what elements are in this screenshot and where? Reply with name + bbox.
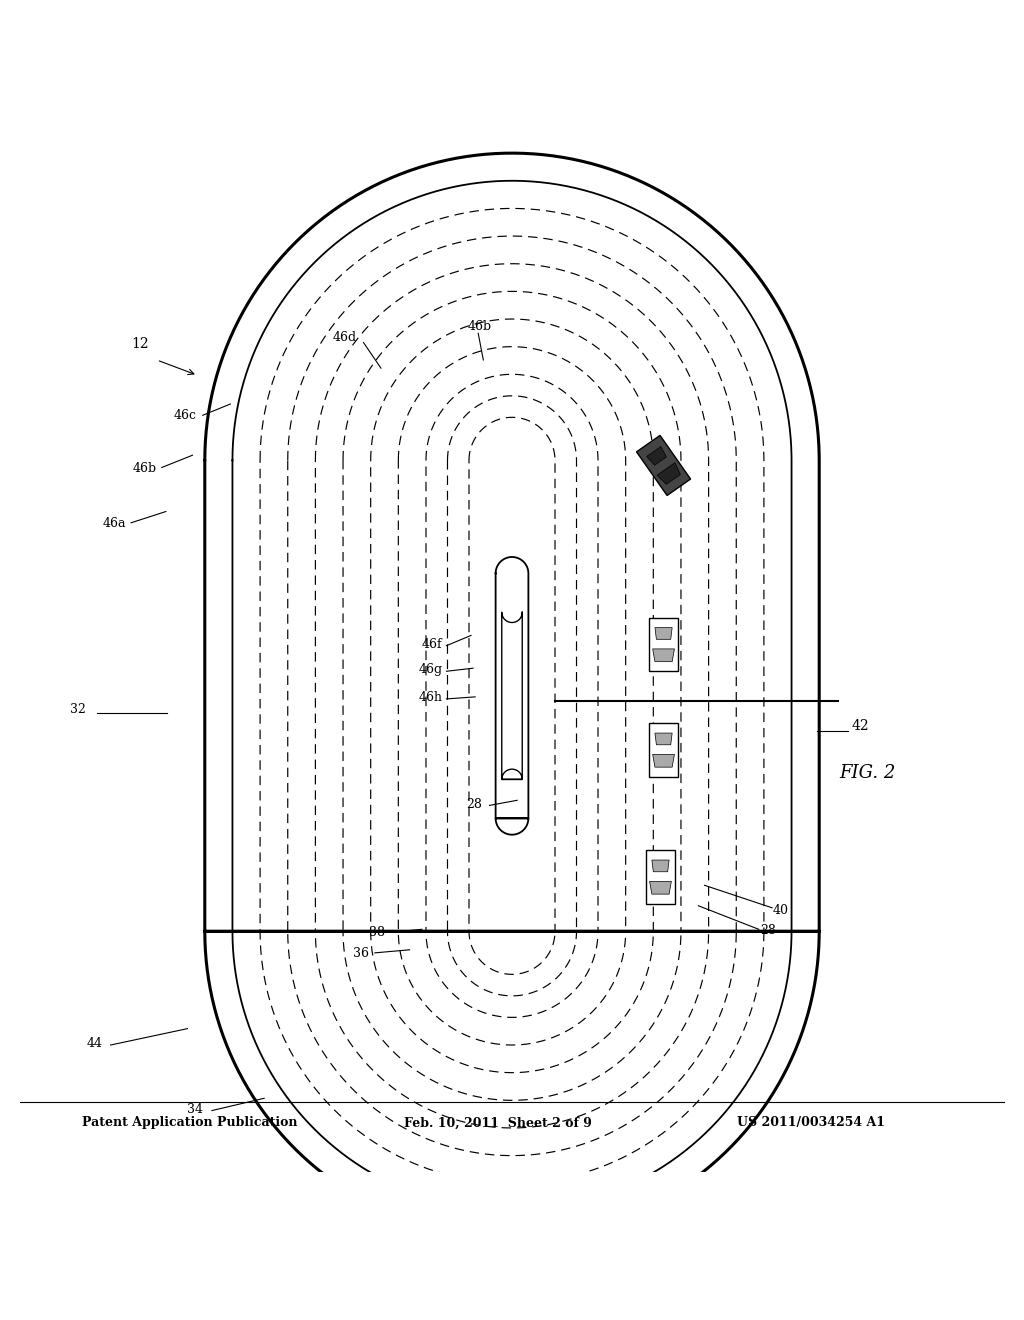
Text: 40: 40 bbox=[773, 904, 790, 917]
Text: 12: 12 bbox=[131, 337, 148, 351]
Polygon shape bbox=[637, 436, 690, 495]
Text: Feb. 10, 2011  Sheet 2 of 9: Feb. 10, 2011 Sheet 2 of 9 bbox=[404, 1117, 592, 1130]
Polygon shape bbox=[646, 850, 675, 904]
Text: 38: 38 bbox=[369, 927, 385, 940]
Polygon shape bbox=[655, 733, 672, 744]
Polygon shape bbox=[652, 649, 675, 661]
Text: 36: 36 bbox=[353, 946, 370, 960]
Text: US 2011/0034254 A1: US 2011/0034254 A1 bbox=[737, 1117, 886, 1130]
Polygon shape bbox=[652, 861, 669, 871]
Polygon shape bbox=[647, 446, 667, 465]
Polygon shape bbox=[649, 723, 678, 776]
Text: 46g: 46g bbox=[418, 664, 442, 676]
Text: 28: 28 bbox=[760, 924, 776, 937]
Text: 46h: 46h bbox=[419, 690, 442, 704]
Text: 46b: 46b bbox=[468, 321, 493, 333]
Text: 46b: 46b bbox=[133, 462, 158, 475]
Text: 28: 28 bbox=[466, 799, 482, 812]
Polygon shape bbox=[657, 463, 680, 484]
Text: 34: 34 bbox=[187, 1102, 204, 1115]
Text: Patent Application Publication: Patent Application Publication bbox=[82, 1117, 297, 1130]
Text: FIG. 2: FIG. 2 bbox=[840, 764, 896, 781]
Text: 46c: 46c bbox=[174, 409, 197, 422]
Text: 44: 44 bbox=[87, 1038, 103, 1051]
Text: 32: 32 bbox=[70, 704, 86, 717]
Polygon shape bbox=[655, 627, 672, 639]
Text: 46f: 46f bbox=[422, 638, 442, 651]
Polygon shape bbox=[649, 882, 672, 894]
Text: 42: 42 bbox=[852, 718, 869, 733]
Polygon shape bbox=[652, 754, 675, 767]
Text: 46a: 46a bbox=[102, 517, 126, 529]
Polygon shape bbox=[649, 618, 678, 672]
Text: 46d: 46d bbox=[332, 330, 356, 343]
